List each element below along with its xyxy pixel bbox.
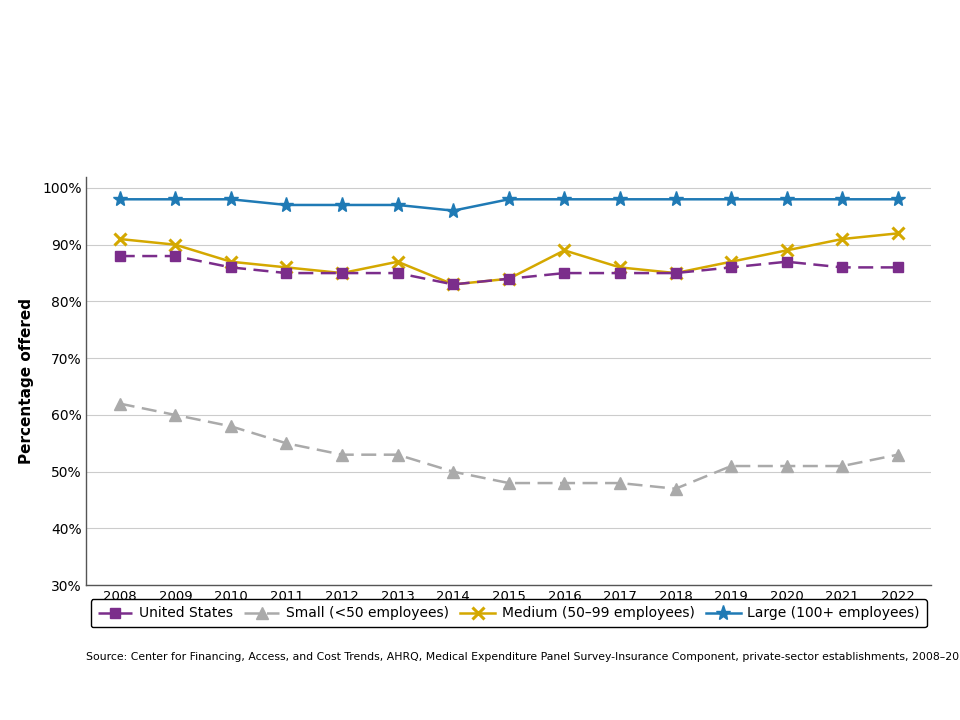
X-axis label: Year: Year bbox=[488, 611, 530, 629]
Text: Figure 3. Offer rate: Percentage of private-sector employees in
establishments t: Figure 3. Offer rate: Percentage of priv… bbox=[88, 59, 811, 132]
Legend: United States, Small (<50 employees), Medium (50–99 employees), Large (100+ empl: United States, Small (<50 employees), Me… bbox=[90, 600, 927, 627]
Y-axis label: Percentage offered: Percentage offered bbox=[18, 298, 34, 464]
Text: Source: Center for Financing, Access, and Cost Trends, AHRQ, Medical Expenditure: Source: Center for Financing, Access, an… bbox=[86, 652, 960, 662]
